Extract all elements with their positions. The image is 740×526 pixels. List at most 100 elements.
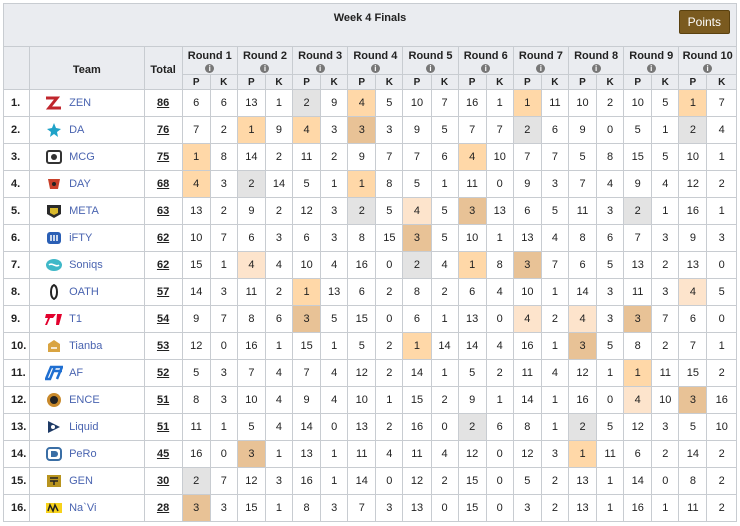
kills-cell: 7 bbox=[540, 251, 569, 279]
kills-cell: 2 bbox=[375, 278, 404, 306]
info-icon[interactable]: i bbox=[703, 63, 713, 73]
placement-cell: 8 bbox=[567, 224, 598, 252]
team-link[interactable]: T1 bbox=[69, 312, 82, 325]
placement-cell: 7 bbox=[512, 143, 542, 171]
placement-cell: 1 bbox=[623, 359, 653, 387]
team-link[interactable]: AF bbox=[69, 366, 84, 379]
placement-cell: 9 bbox=[567, 116, 598, 144]
points-button[interactable]: Points bbox=[678, 10, 730, 34]
placement-cell: 11 bbox=[236, 278, 266, 306]
kills-header: K bbox=[375, 74, 404, 90]
placement-cell: 12 bbox=[567, 359, 598, 387]
team-link[interactable]: ENCE bbox=[69, 393, 100, 406]
kills-cell: 1 bbox=[320, 170, 349, 198]
team-link[interactable]: DA bbox=[69, 123, 85, 136]
kills-cell: 3 bbox=[264, 224, 294, 252]
kills-cell: 14 bbox=[264, 170, 294, 198]
kills-cell: 1 bbox=[706, 332, 737, 360]
info-icon[interactable]: i bbox=[315, 63, 325, 73]
kills-cell: 7 bbox=[209, 467, 238, 495]
placement-cell: 4 bbox=[236, 251, 266, 279]
info-icon[interactable]: i bbox=[591, 63, 601, 73]
team-link[interactable]: ZEN bbox=[69, 96, 92, 109]
info-icon[interactable]: i bbox=[260, 63, 270, 73]
team-link[interactable]: Soniqs bbox=[69, 258, 103, 271]
liquid-logo bbox=[45, 419, 63, 435]
placement-cell: 13 bbox=[236, 89, 266, 117]
kills-cell: 3 bbox=[706, 224, 737, 252]
kills-cell: 2 bbox=[264, 197, 294, 225]
placement-header: P bbox=[678, 74, 708, 90]
placement-cell: 6 bbox=[347, 278, 377, 306]
team-link[interactable]: PeRo bbox=[69, 447, 97, 460]
placement-cell: 5 bbox=[567, 143, 598, 171]
team-link[interactable]: GEN bbox=[69, 474, 93, 487]
total-cell: 30 bbox=[143, 467, 183, 495]
kills-header: K bbox=[485, 74, 514, 90]
total-cell: 54 bbox=[143, 305, 183, 333]
placement-cell: 3 bbox=[457, 197, 487, 225]
info-icon[interactable]: i bbox=[370, 63, 380, 73]
team-link[interactable]: Na`Vi bbox=[69, 501, 97, 514]
placement-header: P bbox=[292, 74, 322, 90]
team-link[interactable]: DAY bbox=[69, 177, 91, 190]
team-link[interactable]: MCG bbox=[69, 150, 95, 163]
kills-cell: 2 bbox=[264, 143, 294, 171]
kills-cell: 3 bbox=[651, 224, 680, 252]
info-icon[interactable]: i bbox=[646, 63, 656, 73]
info-icon[interactable]: i bbox=[426, 63, 435, 73]
info-icon[interactable]: i bbox=[205, 63, 215, 73]
placement-cell: 7 bbox=[347, 494, 377, 522]
team-cell: DAY bbox=[29, 170, 145, 198]
placement-cell: 8 bbox=[623, 332, 653, 360]
placement-cell: 8 bbox=[402, 278, 432, 306]
placement-cell: 10 bbox=[347, 386, 377, 414]
kills-cell: 4 bbox=[651, 170, 680, 198]
placement-cell: 8 bbox=[347, 224, 377, 252]
kills-cell: 11 bbox=[540, 89, 569, 117]
team-cell: META bbox=[29, 197, 145, 225]
placement-cell: 12 bbox=[457, 440, 487, 468]
placement-cell: 15 bbox=[236, 494, 266, 522]
total-cell: 52 bbox=[143, 359, 183, 387]
round-label: Round 6 bbox=[463, 50, 508, 62]
info-icon[interactable]: i bbox=[481, 63, 491, 73]
placement-cell: 1 bbox=[457, 251, 487, 279]
team-link[interactable]: Liquid bbox=[69, 420, 99, 433]
kills-cell: 11 bbox=[596, 440, 625, 468]
placement-cell: 10 bbox=[457, 224, 487, 252]
placement-cell: 5 bbox=[236, 413, 266, 441]
placement-cell: 13 bbox=[402, 494, 432, 522]
team-link[interactable]: OATH bbox=[69, 285, 99, 298]
placement-cell: 15 bbox=[347, 305, 377, 333]
ence-logo bbox=[45, 392, 63, 408]
day-logo bbox=[45, 176, 63, 192]
kills-cell: 7 bbox=[706, 89, 737, 117]
team-link[interactable]: Tianba bbox=[69, 339, 103, 352]
gen-logo bbox=[45, 473, 63, 489]
team-cell: GEN bbox=[29, 467, 145, 495]
placement-cell: 2 bbox=[623, 197, 653, 225]
team-link[interactable]: META bbox=[69, 204, 99, 217]
kills-cell: 2 bbox=[430, 467, 459, 495]
placement-cell: 4 bbox=[292, 116, 322, 144]
kills-cell: 3 bbox=[540, 170, 569, 198]
placement-cell: 9 bbox=[512, 170, 542, 198]
rank-cell: 11. bbox=[2, 359, 31, 387]
kills-cell: 10 bbox=[651, 386, 680, 414]
kills-cell: 0 bbox=[485, 305, 514, 333]
team-link[interactable]: iFTY bbox=[69, 231, 93, 244]
placement-cell: 16 bbox=[236, 332, 266, 360]
navi-logo bbox=[45, 500, 63, 516]
kills-cell: 7 bbox=[375, 143, 404, 171]
kills-cell: 13 bbox=[320, 278, 349, 306]
table-row: 15. GEN 30 2 7 12 3 16 1 14 0 12 2 15 0 5 2 13 1 14 0 8 2 bbox=[2, 467, 737, 495]
kills-cell: 1 bbox=[596, 467, 625, 495]
info-icon[interactable]: i bbox=[536, 63, 546, 73]
team-cell: Liquid bbox=[29, 413, 145, 441]
kills-cell: 0 bbox=[430, 494, 459, 522]
kills-cell: 0 bbox=[320, 413, 349, 441]
